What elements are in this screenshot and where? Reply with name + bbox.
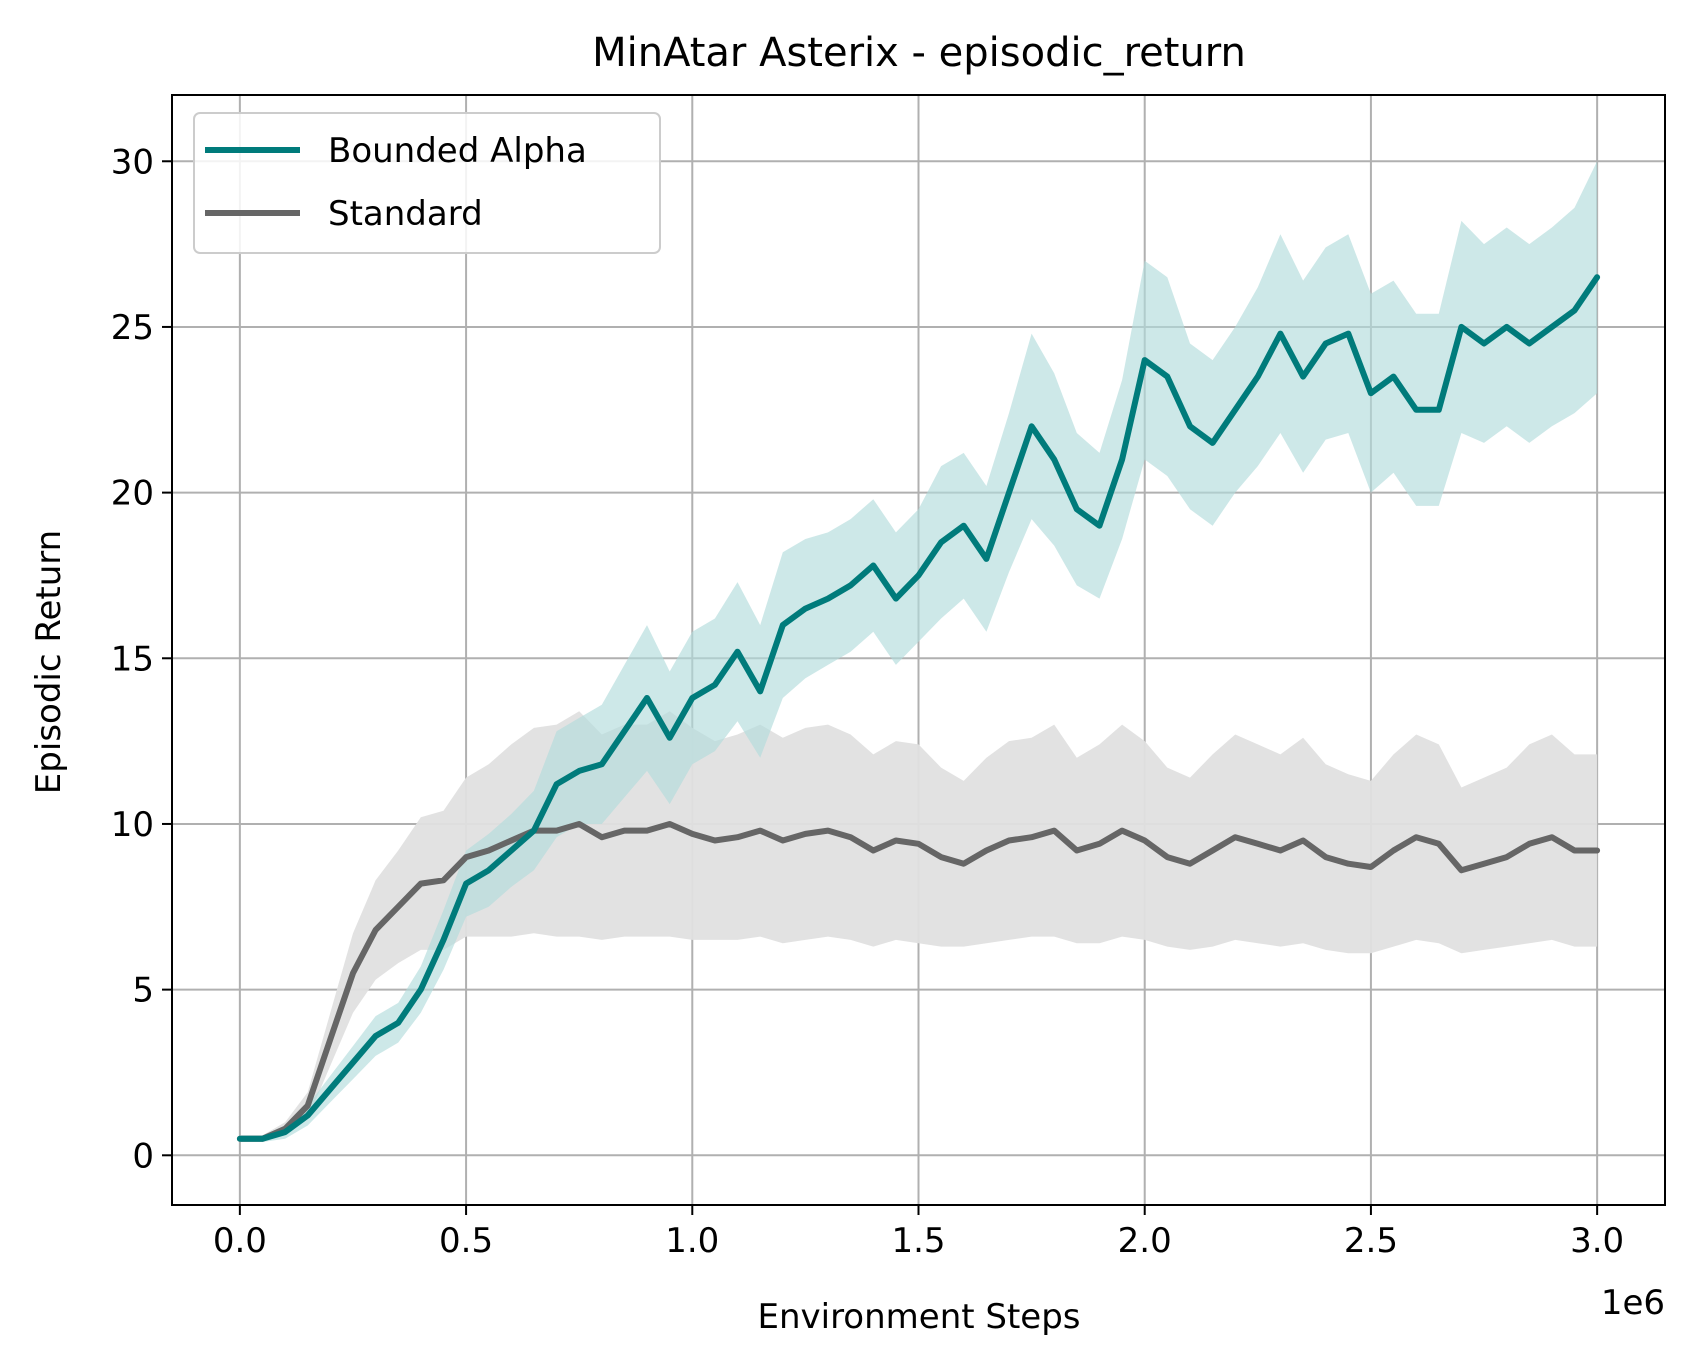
x-tick-label: 2.0: [1118, 1221, 1172, 1261]
tick-layer: 0.0 0.5 1.0 1.5 2.0 2.5 3.0 0 5 10 15 20 25 30: [111, 142, 1624, 1261]
band-bounded-alpha: [239, 161, 1598, 1143]
y-tick-label: 15: [111, 639, 154, 679]
legend-label-standard: Standard: [328, 194, 483, 234]
y-tick-label: 25: [111, 308, 154, 348]
series-line-bounded-alpha: [236, 274, 1601, 1142]
legend: Bounded Alpha Standard: [193, 112, 661, 254]
series-line-standard: [236, 821, 1601, 1142]
x-axis-offset-label: 1e6: [1601, 1283, 1665, 1323]
x-tick-label: 0.5: [439, 1221, 493, 1261]
y-tick-label: 10: [111, 805, 154, 845]
y-tick-label: 20: [111, 474, 154, 514]
x-axis-label: Environment Steps: [757, 1297, 1080, 1337]
legend-label-bounded-alpha: Bounded Alpha: [328, 131, 587, 171]
x-tick-label: 2.5: [1344, 1221, 1398, 1261]
y-axis-label: Episodic Return: [29, 530, 69, 794]
y-tick-label: 5: [132, 971, 154, 1011]
x-tick-label: 1.5: [891, 1221, 945, 1261]
line-layer: [236, 274, 1601, 1142]
x-tick-label: 3.0: [1570, 1221, 1624, 1261]
legend-box: [193, 112, 661, 254]
x-tick-label: 1.0: [665, 1221, 719, 1261]
y-tick-label: 0: [132, 1136, 154, 1176]
y-tick-label: 30: [111, 142, 154, 182]
band-layer: [239, 161, 1598, 1143]
chart-title: MinAtar Asterix - episodic_return: [592, 30, 1246, 76]
x-tick-label: 0.0: [213, 1221, 267, 1261]
